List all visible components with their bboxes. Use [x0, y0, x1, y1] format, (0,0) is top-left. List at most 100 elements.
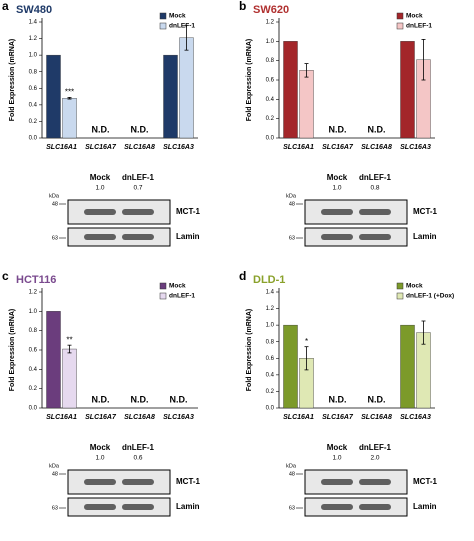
x-tick-label: SLC16A8	[361, 144, 392, 151]
blot-band	[321, 234, 353, 240]
band-label: MCT-1	[413, 207, 438, 216]
ratio-label: 0.7	[133, 185, 142, 192]
legend-swatch	[396, 22, 404, 30]
x-tick-label: SLC16A7	[85, 414, 117, 421]
y-axis-label: Fold Expression (mRNA)	[246, 309, 253, 391]
legend-label: dnLEF-1	[169, 23, 195, 30]
blot-band	[84, 479, 116, 485]
bar	[62, 348, 77, 409]
kda-marker: 48	[52, 201, 58, 207]
panel-letter: d	[239, 269, 246, 283]
bar	[62, 98, 77, 139]
kda-label: kDa	[49, 193, 60, 199]
y-tick-label: 0.6	[266, 78, 275, 84]
bar	[46, 311, 61, 409]
significance: ***	[65, 88, 74, 97]
lane-label: dnLEF-1	[122, 173, 155, 182]
y-tick-label: 0.6	[266, 356, 275, 362]
x-tick-label: SLC16A1	[283, 414, 314, 421]
kda-label: kDa	[286, 193, 297, 199]
kda-marker: 63	[289, 505, 295, 511]
nd-label: N.D.	[329, 394, 347, 404]
ratio-label: 1.0	[332, 455, 341, 462]
band-label: Lamin	[176, 232, 200, 241]
y-tick-label: 1.4	[29, 20, 38, 26]
ratio-label: 0.6	[133, 455, 142, 462]
y-tick-label: 0.2	[266, 116, 275, 122]
significance: **	[66, 335, 72, 344]
blot-band	[359, 504, 391, 510]
blot-box	[67, 497, 171, 517]
x-tick-label: SLC16A3	[163, 414, 194, 421]
nd-label: N.D.	[329, 124, 347, 134]
x-tick-label: SLC16A8	[361, 414, 392, 421]
legend-label: dnLEF-1	[169, 293, 195, 300]
y-tick-label: 1.0	[29, 309, 38, 315]
y-tick-label: 0.0	[266, 406, 275, 412]
y-tick-label: 0.0	[29, 406, 38, 412]
legend-label: dnLEF-1 (+Dox)	[406, 293, 454, 300]
nd-label: N.D.	[131, 394, 149, 404]
legend-label: Mock	[406, 283, 423, 290]
blot-band	[122, 504, 154, 510]
y-tick-label: 0.4	[29, 367, 38, 373]
blot-band	[359, 479, 391, 485]
nd-label: N.D.	[131, 124, 149, 134]
bar	[179, 37, 194, 139]
band-label: Lamin	[176, 502, 200, 511]
chart-title: SW620	[253, 4, 289, 16]
band-label: MCT-1	[176, 207, 201, 216]
kda-label: kDa	[49, 463, 60, 469]
legend-swatch	[396, 292, 404, 300]
blot-band	[122, 209, 154, 215]
y-tick-label: 0.6	[29, 86, 38, 92]
panel: d DLD-1 Fold Expression (mRNA) 0.0 0.2 0.4 0.6…	[239, 269, 454, 517]
lane-label: dnLEF-1	[359, 443, 392, 452]
y-tick-label: 1.0	[29, 53, 38, 59]
x-tick-label: SLC16A8	[124, 414, 155, 421]
y-tick-label: 1.4	[266, 290, 275, 296]
x-tick-label: SLC16A7	[85, 144, 117, 151]
y-tick-label: 0.2	[29, 386, 38, 392]
panel-letter: c	[2, 269, 9, 283]
blot-band	[84, 234, 116, 240]
blot-band	[321, 504, 353, 510]
lane-label: dnLEF-1	[122, 443, 155, 452]
panel-letter: b	[239, 0, 246, 13]
ratio-label: 1.0	[95, 185, 104, 192]
y-tick-label: 1.2	[266, 20, 275, 26]
kda-marker: 48	[52, 471, 58, 477]
y-tick-label: 1.2	[29, 36, 38, 42]
legend-swatch	[159, 282, 167, 290]
lane-label: Mock	[327, 443, 348, 452]
blot-box	[304, 469, 408, 495]
kda-marker: 63	[52, 505, 58, 511]
lane-label: Mock	[90, 173, 111, 182]
bar	[400, 324, 415, 409]
nd-label: N.D.	[92, 394, 110, 404]
legend-swatch	[159, 292, 167, 300]
lane-label: dnLEF-1	[359, 173, 392, 182]
bar	[299, 70, 314, 139]
lane-label: Mock	[90, 443, 111, 452]
y-tick-label: 0.0	[29, 136, 38, 142]
x-tick-label: SLC16A7	[322, 414, 354, 421]
chart-title: SW480	[16, 4, 52, 16]
panel: c HCT116 Fold Expression (mRNA) 0.0 0.2 0.4 0.…	[2, 269, 201, 517]
bar	[400, 41, 415, 139]
blot-band	[122, 234, 154, 240]
band-label: Lamin	[413, 232, 437, 241]
bar	[283, 324, 298, 409]
panel: b SW620 Fold Expression (mRNA) 0.0 0.2 0.4 0.6…	[239, 0, 438, 247]
x-tick-label: SLC16A8	[124, 144, 155, 151]
y-tick-label: 0.4	[266, 97, 275, 103]
significance: *	[305, 337, 308, 346]
band-label: MCT-1	[413, 477, 438, 486]
legend-swatch	[159, 22, 167, 30]
blot-box	[67, 199, 171, 225]
x-tick-label: SLC16A3	[400, 144, 431, 151]
legend-label: Mock	[169, 13, 186, 20]
legend-swatch	[396, 12, 404, 20]
nd-label: N.D.	[170, 394, 188, 404]
